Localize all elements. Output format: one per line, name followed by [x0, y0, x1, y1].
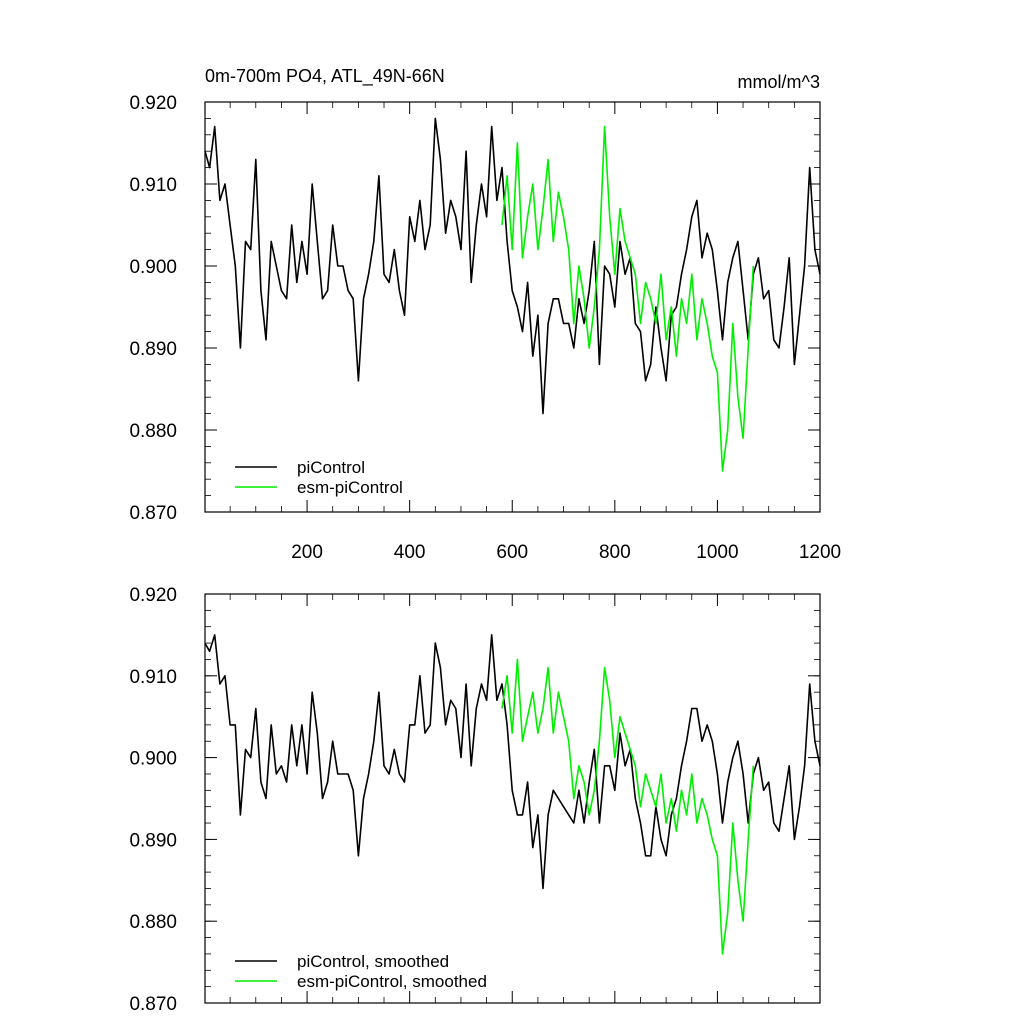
y-tick-label: 0.870 [129, 503, 177, 524]
y-tick-label: 0.920 [129, 93, 177, 114]
y-tick-label: 0.890 [129, 830, 177, 851]
units-label: mmol/m^3 [738, 72, 820, 92]
y-tick-label: 0.920 [129, 585, 177, 606]
y-tick-label: 0.880 [129, 421, 177, 442]
legend-label: piControl [297, 458, 365, 477]
legend-label: piControl, smoothed [297, 952, 449, 971]
chart-panel-1: 0.870 0.880 0.890 0.900 0.910 0.920 200 400 600 8… [129, 66, 841, 563]
y-tick-label: 0.910 [129, 667, 177, 688]
legend-label: esm-piControl [297, 478, 403, 497]
x-tick-label: 200 [291, 542, 323, 563]
chart-panel-2: 0.870 0.880 0.890 0.900 0.910 0.920 piControl,… [129, 585, 821, 1015]
y-tick-label: 0.900 [129, 749, 177, 770]
series-line-2 [501, 658, 755, 955]
series-line-1 [204, 117, 821, 415]
series-line-2 [501, 125, 755, 472]
legend-label: esm-piControl, smoothed [297, 972, 487, 991]
plot-frame [204, 593, 821, 1004]
y-tick-label: 0.880 [129, 912, 177, 933]
chart-title: 0m-700m PO4, ATL_49N-66N [205, 66, 445, 87]
y-tick-label: 0.870 [129, 994, 177, 1015]
y-tick-label: 0.910 [129, 175, 177, 196]
x-tick-label: 1000 [696, 542, 738, 563]
y-tick-label: 0.890 [129, 339, 177, 360]
plot-frame [204, 101, 821, 513]
x-tick-label: 600 [496, 542, 528, 563]
x-tick-label: 800 [599, 542, 631, 563]
y-tick-label: 0.900 [129, 257, 177, 278]
x-tick-label: 400 [394, 542, 426, 563]
series-line-1 [204, 634, 821, 890]
x-tick-label: 1200 [799, 542, 841, 563]
